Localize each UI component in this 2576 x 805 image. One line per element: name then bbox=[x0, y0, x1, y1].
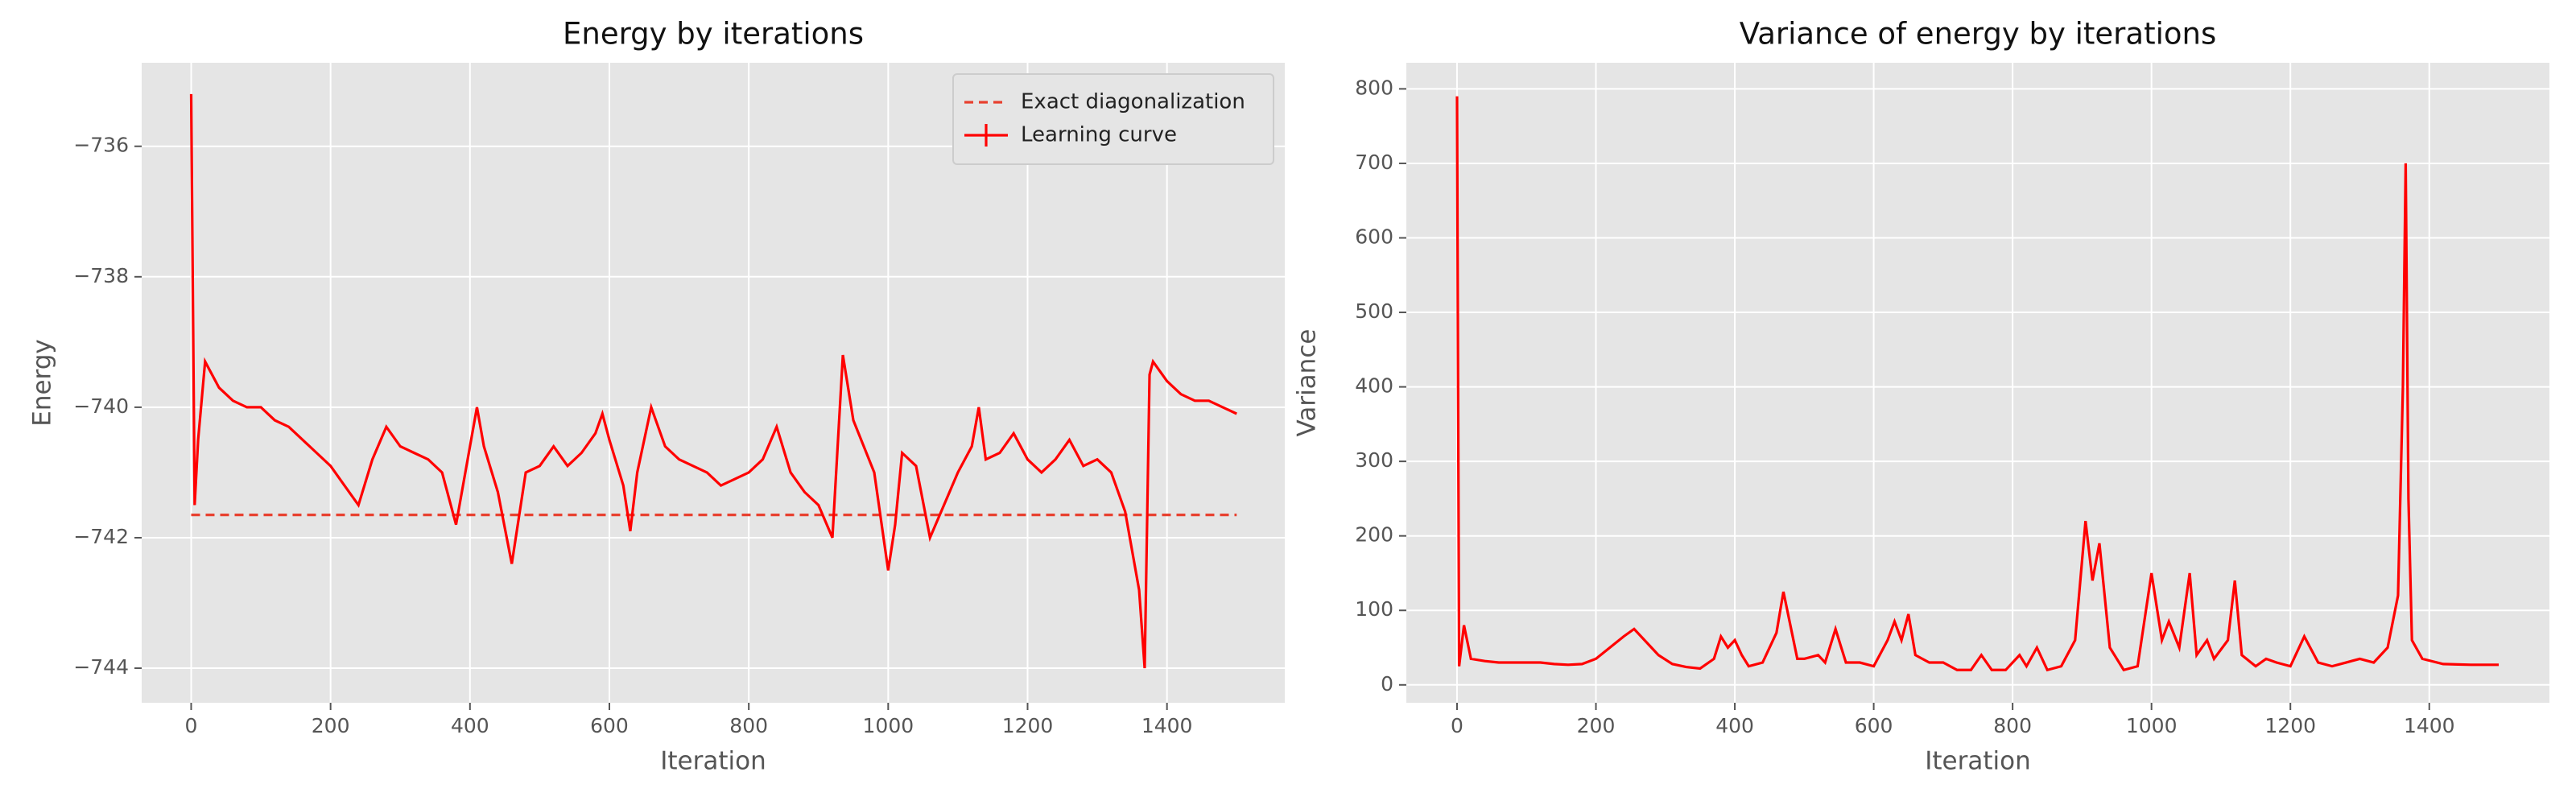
plot-area bbox=[1406, 63, 2549, 703]
y-axis-label: Energy bbox=[28, 339, 57, 427]
y-tick-label: −736 bbox=[73, 134, 129, 157]
x-tick-label: 1000 bbox=[2126, 714, 2178, 737]
y-tick-label: 300 bbox=[1355, 448, 1393, 472]
y-tick-label: 400 bbox=[1355, 374, 1393, 398]
x-tick-label: 800 bbox=[1993, 714, 2032, 737]
x-tick-label: 0 bbox=[1451, 714, 1463, 737]
x-tick-label: 1200 bbox=[1002, 714, 1054, 737]
y-tick-label: −744 bbox=[73, 655, 129, 679]
y-tick-label: 700 bbox=[1355, 151, 1393, 174]
legend-label: Learning curve bbox=[1021, 123, 1177, 147]
x-tick-label: 1000 bbox=[863, 714, 914, 737]
x-tick-label: 1400 bbox=[2404, 714, 2455, 737]
y-tick-label: 100 bbox=[1355, 597, 1393, 621]
y-tick-label: 600 bbox=[1355, 225, 1393, 248]
x-axis-label: Iteration bbox=[660, 747, 766, 776]
plot-area bbox=[142, 63, 1285, 703]
y-tick-label: −738 bbox=[73, 264, 129, 287]
x-axis-label: Iteration bbox=[1925, 747, 2031, 776]
x-tick-label: 1200 bbox=[2264, 714, 2316, 737]
x-tick-label: 400 bbox=[1715, 714, 1754, 737]
legend-box bbox=[952, 73, 1274, 165]
x-tick-label: 800 bbox=[729, 714, 768, 737]
data-line bbox=[1455, 96, 2500, 672]
chart-title: Variance of energy by iterations bbox=[1740, 17, 2216, 52]
y-tick-label: −742 bbox=[73, 525, 129, 548]
y-tick-label: 0 bbox=[1381, 672, 1393, 696]
y-tick-label: −740 bbox=[73, 394, 129, 418]
y-axis-label: Variance bbox=[1293, 329, 1322, 437]
x-tick-label: 200 bbox=[312, 714, 350, 737]
y-tick-label: 200 bbox=[1355, 523, 1393, 547]
x-tick-label: 600 bbox=[1855, 714, 1893, 737]
chart: 0 200 400 600 800 1000 1200 1400 −744 −742 −740 −73… bbox=[28, 17, 1285, 776]
legend-label: Exact diagonalization bbox=[1021, 90, 1245, 114]
data-line bbox=[189, 93, 1237, 669]
x-tick-label: 1400 bbox=[1141, 714, 1193, 737]
chart-title: Energy by iterations bbox=[563, 17, 864, 52]
chart: 0 200 400 600 800 1000 1200 1400 0 100 200 300 400 50… bbox=[1293, 17, 2549, 776]
x-tick-label: 400 bbox=[451, 714, 489, 737]
x-tick-label: 200 bbox=[1577, 714, 1616, 737]
x-tick-label: 600 bbox=[590, 714, 629, 737]
y-tick-label: 500 bbox=[1355, 299, 1393, 323]
x-tick-label: 0 bbox=[185, 714, 198, 737]
y-tick-label: 800 bbox=[1355, 76, 1393, 99]
